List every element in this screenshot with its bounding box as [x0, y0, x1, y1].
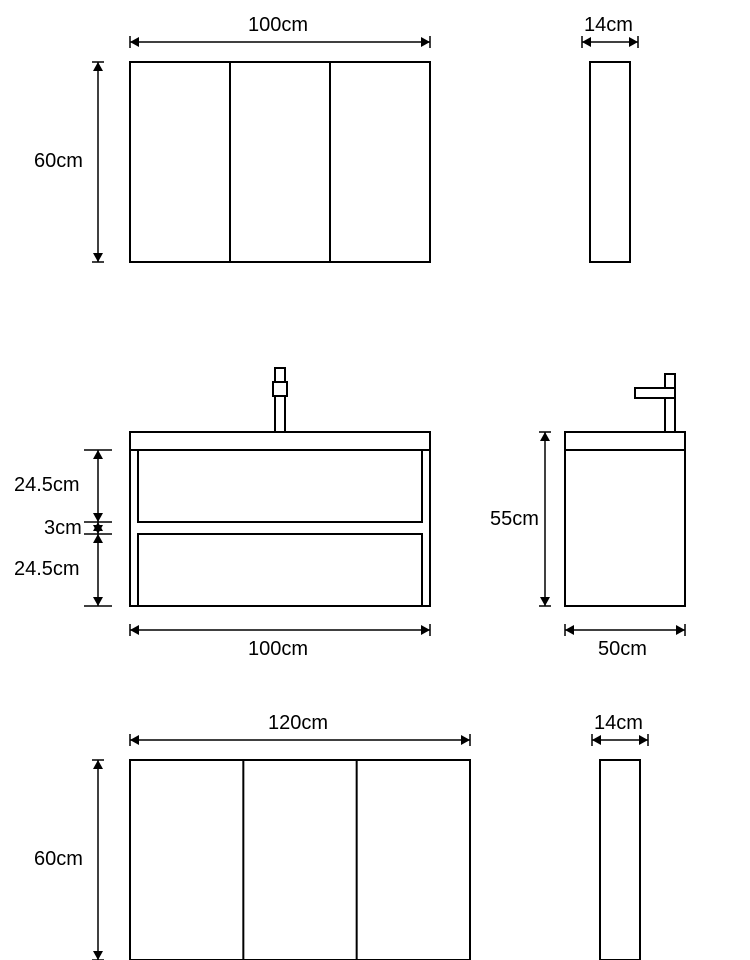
row1-front-height-label: 60cm	[34, 150, 83, 173]
row3-front-width-label: 120cm	[268, 712, 328, 735]
row1-side-width-label: 14cm	[584, 14, 633, 37]
row2-front-width-label: 100cm	[248, 638, 308, 661]
row3-side-width-label: 14cm	[594, 712, 643, 735]
row2-side-height-label: 55cm	[490, 508, 539, 531]
diagram-svg	[0, 0, 750, 960]
diagram-stage: 100cm 60cm 14cm 24.5cm 3cm 24.5cm 100cm …	[0, 0, 750, 960]
row1-front-width-label: 100cm	[248, 14, 308, 37]
row2-drawer-bottom-label: 24.5cm	[14, 558, 80, 581]
row2-side-width-label: 50cm	[598, 638, 647, 661]
row2-drawer-top-label: 24.5cm	[14, 474, 80, 497]
row3-front-height-label: 60cm	[34, 848, 83, 871]
row2-drawer-gap-label: 3cm	[44, 517, 82, 540]
